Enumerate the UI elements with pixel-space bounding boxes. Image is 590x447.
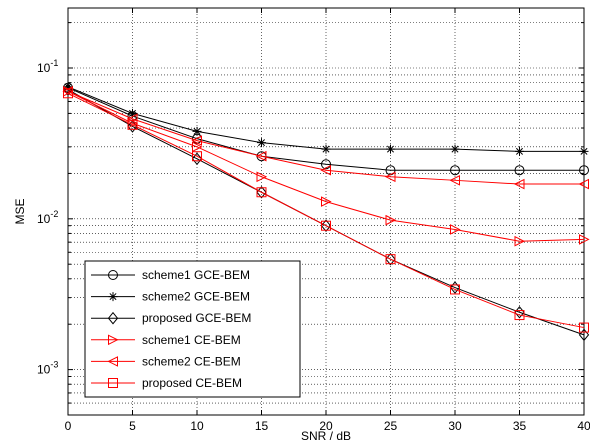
- data-point: [450, 165, 460, 176]
- data-point: [579, 234, 590, 245]
- data-point: [514, 310, 525, 321]
- legend-box: [84, 260, 301, 398]
- data-point: [579, 146, 589, 156]
- data-point: [126, 113, 138, 125]
- data-point: [257, 138, 266, 148]
- data-point: [515, 146, 524, 156]
- series-layer: [62, 82, 590, 342]
- data-point: [321, 144, 331, 154]
- legend-entry: scheme2 CE-BEM: [91, 354, 241, 368]
- data-point: [63, 82, 73, 92]
- data-point: [450, 224, 461, 235]
- data-point: [321, 220, 331, 231]
- y-tick-label: 10-3: [37, 360, 58, 377]
- x-tick-label: 30: [448, 419, 462, 433]
- legend-marker: [108, 270, 118, 280]
- data-point: [191, 152, 203, 166]
- x-tick-label: 10: [190, 419, 204, 433]
- x-tick-label: 15: [255, 419, 269, 433]
- legend-marker: [108, 334, 119, 346]
- data-point: [450, 284, 460, 295]
- data-point: [514, 165, 525, 176]
- legend-label: scheme2 GCE-BEM: [142, 290, 250, 304]
- data-point: [450, 144, 460, 154]
- data-point: [63, 88, 73, 99]
- legend-entry: scheme1 GCE-BEM: [91, 268, 250, 282]
- legend-label: proposed GCE-BEM: [142, 311, 251, 325]
- data-point: [256, 187, 267, 198]
- series-proposed-ce-bem: [63, 88, 589, 333]
- x-tick-label: 5: [129, 419, 136, 433]
- legend-label: scheme2 CE-BEM: [142, 354, 241, 368]
- data-point: [578, 328, 590, 342]
- data-point: [578, 178, 589, 190]
- series-line: [67, 90, 584, 185]
- legend-label: proposed CE-BEM: [142, 376, 242, 390]
- x-tick-label: 40: [577, 419, 590, 433]
- legend-entry: proposed CE-BEM: [91, 376, 242, 390]
- legend-entry: scheme2 GCE-BEM: [91, 290, 250, 304]
- data-point: [192, 141, 203, 153]
- x-tick-label: 20: [319, 419, 333, 433]
- y-tick-label: 10-2: [37, 209, 58, 226]
- data-point: [514, 235, 526, 247]
- data-point: [320, 164, 331, 176]
- data-point: [255, 150, 267, 162]
- data-point: [579, 322, 589, 333]
- data-point: [449, 175, 460, 186]
- legend-entry: scheme1 CE-BEM: [91, 333, 241, 347]
- data-point: [191, 135, 202, 146]
- data-point: [385, 254, 396, 265]
- data-point: [127, 119, 138, 130]
- legend: scheme1 GCE-BEM scheme2 GCE-BEM proposed G…: [84, 260, 301, 398]
- legend-label: scheme1 CE-BEM: [142, 333, 241, 347]
- y-axis-label: MSE: [13, 198, 27, 224]
- data-point: [579, 165, 589, 176]
- x-axis-label: SNR / dB: [301, 429, 351, 443]
- data-point: [256, 171, 268, 183]
- data-point: [513, 178, 525, 190]
- series-line: [67, 87, 584, 171]
- series-line: [67, 90, 585, 242]
- tick-layer: 0 5 10 15 20 25 30 35 40 10-3 10-2 10-1: [37, 8, 590, 433]
- legend-marker: [107, 311, 119, 325]
- legend-marker: [108, 378, 118, 388]
- series-scheme2-gce-bem: [63, 82, 589, 156]
- data-point: [321, 159, 331, 170]
- data-point: [386, 144, 395, 154]
- series-line: [67, 92, 585, 329]
- x-tick-label: 25: [384, 419, 398, 433]
- data-point: [128, 108, 137, 118]
- data-point: [321, 196, 332, 207]
- data-point: [385, 214, 397, 226]
- y-tick-label: 10-1: [37, 58, 58, 75]
- legend-marker: [107, 356, 118, 367]
- data-point: [384, 171, 396, 183]
- data-point: [192, 151, 202, 162]
- data-point: [192, 126, 202, 136]
- data-point: [449, 281, 461, 294]
- legend-label: scheme1 GCE-BEM: [142, 268, 250, 282]
- x-tick-label: 0: [65, 419, 72, 433]
- x-tick-label: 35: [513, 419, 527, 433]
- legend-marker: [108, 292, 118, 302]
- legend-entry: proposed GCE-BEM: [91, 311, 251, 325]
